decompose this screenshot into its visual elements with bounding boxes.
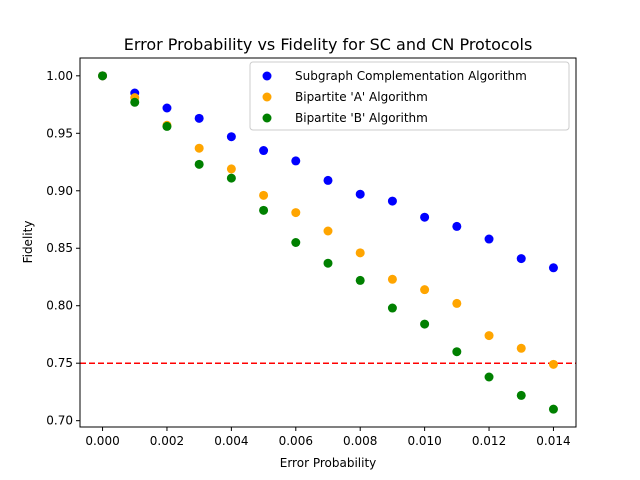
legend: Subgraph Complementation Algorithm Bipart…: [249, 61, 570, 131]
data-point-series-3-12: [484, 372, 494, 382]
x-tick-label: 0.012: [472, 434, 506, 448]
data-point-series-3-5: [259, 205, 269, 215]
data-point-series-3-2: [162, 121, 172, 131]
data-point-series-3-10: [420, 319, 430, 329]
y-tick-label: 0.80: [46, 299, 73, 313]
data-point-series-1-2: [162, 103, 172, 113]
data-point-series-3-3: [194, 159, 204, 169]
data-point-series-3-7: [323, 258, 333, 268]
data-point-series-2-7: [323, 226, 333, 236]
data-point-series-1-10: [420, 212, 430, 222]
data-point-series-2-14: [548, 359, 558, 369]
y-axis-label: Fidelity: [21, 221, 35, 264]
data-point-series-2-3: [194, 143, 204, 153]
data-point-series-1-9: [387, 196, 397, 206]
data-point-series-1-14: [548, 263, 558, 273]
data-point-series-3-13: [516, 390, 526, 400]
y-tick-label: 0.85: [46, 241, 73, 255]
data-point-series-2-8: [355, 248, 365, 258]
data-point-series-3-1: [130, 97, 140, 107]
y-tick-label: 0.90: [46, 184, 73, 198]
legend-marker-3: [262, 113, 272, 123]
data-point-series-3-8: [355, 275, 365, 285]
legend-box: [249, 61, 570, 131]
data-point-series-2-13: [516, 343, 526, 353]
data-point-series-1-13: [516, 254, 526, 264]
legend-marker-2: [262, 92, 272, 102]
x-tick-label: 0.006: [279, 434, 313, 448]
data-point-series-2-11: [452, 298, 462, 308]
data-point-series-2-4: [226, 164, 236, 174]
data-point-series-1-12: [484, 234, 494, 244]
data-point-series-3-4: [226, 173, 236, 183]
data-point-series-1-5: [259, 146, 269, 156]
data-point-series-2-12: [484, 331, 494, 341]
axes-frame: [79, 57, 577, 428]
data-point-series-2-9: [387, 274, 397, 284]
y-tick-label: 0.70: [46, 414, 73, 428]
x-axis-label: Error Probability: [280, 456, 377, 470]
data-point-series-1-11: [452, 221, 462, 231]
x-tick-label: 0.004: [214, 434, 248, 448]
data-point-series-3-11: [452, 347, 462, 357]
data-point-series-3-14: [548, 404, 558, 414]
plot-area: [80, 71, 576, 414]
data-point-series-1-4: [226, 132, 236, 142]
legend-marker-1: [262, 71, 272, 81]
legend-label-2: Bipartite 'A' Algorithm: [295, 90, 428, 104]
data-point-series-2-10: [420, 285, 430, 295]
y-tick-label: 0.75: [46, 356, 73, 370]
chart-title: Error Probability vs Fidelity for SC and…: [124, 35, 533, 54]
data-point-series-2-6: [291, 208, 301, 218]
data-point-series-1-8: [355, 189, 365, 199]
legend-label-3: Bipartite 'B' Algorithm: [295, 111, 428, 125]
axes: 0.000 0.002 0.004 0.006 0.008 0.010 0.012 0.014…: [46, 69, 570, 448]
data-point-series-3-9: [387, 303, 397, 313]
x-tick-label: 0.000: [85, 434, 119, 448]
data-point-series-1-3: [194, 113, 204, 123]
y-tick-label: 0.95: [46, 126, 73, 140]
x-tick-label: 0.010: [407, 434, 441, 448]
data-point-series-3-6: [291, 238, 301, 247]
data-point-series-1-6: [291, 156, 301, 166]
x-tick-label: 0.014: [536, 434, 570, 448]
data-point-series-1-7: [323, 175, 333, 185]
x-tick-label: 0.008: [343, 434, 377, 448]
y-tick-label: 1.00: [46, 69, 73, 83]
x-tick-label: 0.002: [150, 434, 184, 448]
legend-label-1: Subgraph Complementation Algorithm: [295, 69, 527, 83]
data-point-series-2-5: [259, 190, 269, 200]
data-point-series-3-0: [98, 71, 108, 81]
